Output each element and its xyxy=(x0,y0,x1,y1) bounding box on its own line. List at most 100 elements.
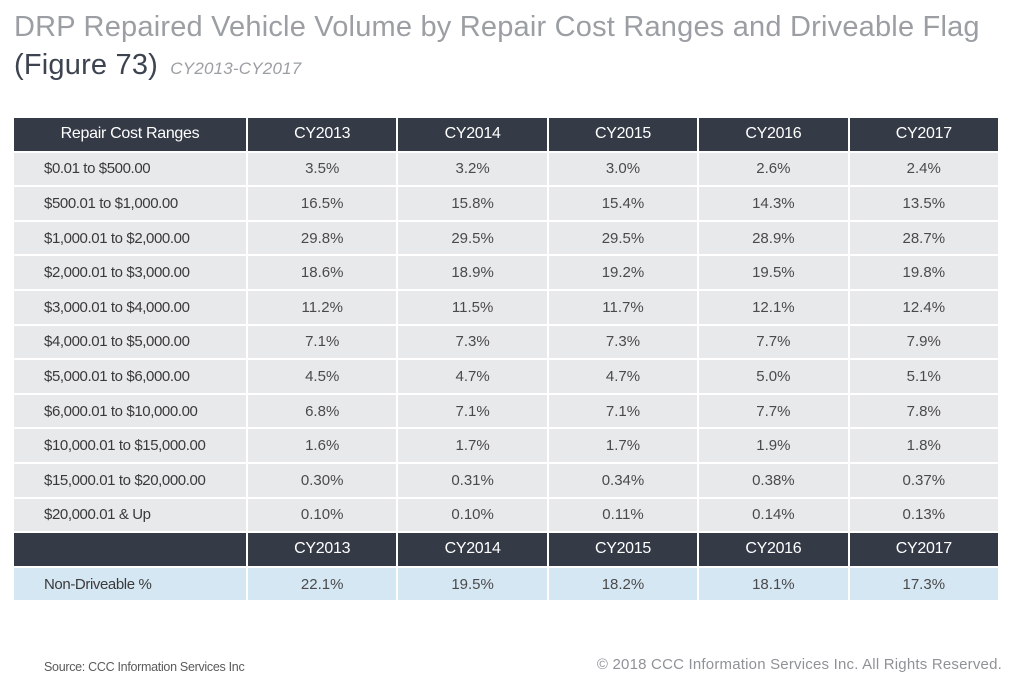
non-driveable-row: Non-Driveable % 22.1% 19.5% 18.2% 18.1% 17.3% xyxy=(14,567,998,601)
col-header: CY2013 xyxy=(248,533,397,566)
cell-value: 0.11% xyxy=(548,498,698,532)
cell-value: 7.1% xyxy=(548,394,698,428)
cell-value: 19.5% xyxy=(699,256,848,289)
cell-value: 1.7% xyxy=(548,429,698,462)
repair-cost-table: Repair Cost Ranges CY2013 CY2014 CY2015 … xyxy=(12,116,1000,602)
table-row: $6,000.01 to $10,000.00 6.8% 7.1% 7.1% 7.7% 7… xyxy=(14,394,998,428)
cell-value: 0.14% xyxy=(699,498,848,532)
cell-value: 0.37% xyxy=(849,463,998,497)
cell-value: 7.1% xyxy=(398,394,547,428)
row-label: $15,000.01 to $20,000.00 xyxy=(14,463,246,497)
cell-value: 7.3% xyxy=(398,325,547,359)
col-header xyxy=(14,533,246,566)
cell-value: 7.8% xyxy=(849,394,998,428)
table-row: $3,000.01 to $4,000.00 11.2% 11.5% 11.7% 12.… xyxy=(14,290,998,324)
row-label: $0.01 to $500.00 xyxy=(14,152,246,186)
cell-value: 11.5% xyxy=(398,290,547,324)
col-header: CY2013 xyxy=(248,118,397,151)
cell-value: 4.7% xyxy=(548,360,698,393)
cell-value: 2.4% xyxy=(849,152,998,186)
cell-value: 0.10% xyxy=(398,498,547,532)
cell-value: 11.2% xyxy=(248,290,397,324)
col-header: CY2017 xyxy=(849,533,998,566)
title-main: DRP Repaired Vehicle Volume by Repair Co… xyxy=(14,11,980,43)
source-note: Source: CCC Information Services Inc xyxy=(44,660,245,674)
table-row: $2,000.01 to $3,000.00 18.6% 18.9% 19.2% 19.… xyxy=(14,256,998,289)
cell-value: 0.30% xyxy=(248,463,397,497)
cell-value: 29.5% xyxy=(398,221,547,255)
table-body: $0.01 to $500.00 3.5% 3.2% 3.0% 2.6% 2.4% $500… xyxy=(14,152,998,601)
cell-value: 1.8% xyxy=(849,429,998,462)
row-label: $20,000.01 & Up xyxy=(14,498,246,532)
cell-value: 6.8% xyxy=(248,394,397,428)
cell-value: 4.5% xyxy=(248,360,397,393)
row-label: $2,000.01 to $3,000.00 xyxy=(14,256,246,289)
cell-value: 19.2% xyxy=(548,256,698,289)
cell-value: 15.8% xyxy=(398,187,547,220)
cell-value: 18.1% xyxy=(699,567,848,601)
cell-value: 19.5% xyxy=(398,567,547,601)
row-label: $10,000.01 to $15,000.00 xyxy=(14,429,246,462)
cell-value: 5.0% xyxy=(699,360,848,393)
cell-value: 18.9% xyxy=(398,256,547,289)
cell-value: 1.6% xyxy=(248,429,397,462)
cell-value: 0.13% xyxy=(849,498,998,532)
col-header: CY2017 xyxy=(849,118,998,151)
copyright-note: © 2018 CCC Information Services Inc. All… xyxy=(596,656,1002,673)
cell-value: 7.1% xyxy=(248,325,397,359)
cell-value: 7.7% xyxy=(699,325,848,359)
cell-value: 16.5% xyxy=(248,187,397,220)
cell-value: 29.8% xyxy=(248,221,397,255)
row-label: $4,000.01 to $5,000.00 xyxy=(14,325,246,359)
cell-value: 7.9% xyxy=(849,325,998,359)
cell-value: 0.38% xyxy=(699,463,848,497)
cell-value: 14.3% xyxy=(699,187,848,220)
col-header: CY2015 xyxy=(548,533,698,566)
header-row: Repair Cost Ranges CY2013 CY2014 CY2015 … xyxy=(14,118,998,151)
table-row: $20,000.01 & Up 0.10% 0.10% 0.11% 0.14% 0.13% xyxy=(14,498,998,532)
table-row: $10,000.01 to $15,000.00 1.6% 1.7% 1.7% 1.9%… xyxy=(14,429,998,462)
cell-value: 19.8% xyxy=(849,256,998,289)
cell-value: 18.6% xyxy=(248,256,397,289)
title-years: CY2013-CY2017 xyxy=(170,59,302,78)
col-header: CY2014 xyxy=(398,118,547,151)
table-row: $4,000.01 to $5,000.00 7.1% 7.3% 7.3% 7.7% 7.… xyxy=(14,325,998,359)
table-row: $500.01 to $1,000.00 16.5% 15.8% 15.4% 14.3%… xyxy=(14,187,998,220)
cell-value: 7.3% xyxy=(548,325,698,359)
row-label: $6,000.01 to $10,000.00 xyxy=(14,394,246,428)
cell-value: 12.4% xyxy=(849,290,998,324)
cell-value: 17.3% xyxy=(849,567,998,601)
col-header: CY2016 xyxy=(699,533,848,566)
table-row: $0.01 to $500.00 3.5% 3.2% 3.0% 2.6% 2.4% xyxy=(14,152,998,186)
cell-value: 13.5% xyxy=(849,187,998,220)
col-header: Repair Cost Ranges xyxy=(14,118,246,151)
table-row: $5,000.01 to $6,000.00 4.5% 4.7% 4.7% 5.0% 5.… xyxy=(14,360,998,393)
cell-value: 1.9% xyxy=(699,429,848,462)
cell-value: 22.1% xyxy=(248,567,397,601)
cell-value: 5.1% xyxy=(849,360,998,393)
row-label: $3,000.01 to $4,000.00 xyxy=(14,290,246,324)
chart-title: DRP Repaired Vehicle Volume by Repair Co… xyxy=(14,8,1004,88)
cell-value: 28.9% xyxy=(699,221,848,255)
subheader-row: CY2013 CY2014 CY2015 CY2016 CY2017 xyxy=(14,533,998,566)
table-row: $1,000.01 to $2,000.00 29.8% 29.5% 29.5% 28.… xyxy=(14,221,998,255)
cell-value: 15.4% xyxy=(548,187,698,220)
col-header: CY2016 xyxy=(699,118,848,151)
cell-value: 0.31% xyxy=(398,463,547,497)
cell-value: 28.7% xyxy=(849,221,998,255)
cell-value: 0.34% xyxy=(548,463,698,497)
cell-value: 1.7% xyxy=(398,429,547,462)
col-header: CY2014 xyxy=(398,533,547,566)
cell-value: 0.10% xyxy=(248,498,397,532)
cell-value: 3.2% xyxy=(398,152,547,186)
col-header: CY2015 xyxy=(548,118,698,151)
cell-value: 3.5% xyxy=(248,152,397,186)
cell-value: 18.2% xyxy=(548,567,698,601)
cell-value: 2.6% xyxy=(699,152,848,186)
row-label: $500.01 to $1,000.00 xyxy=(14,187,246,220)
table-row: $15,000.01 to $20,000.00 0.30% 0.31% 0.34% 0… xyxy=(14,463,998,497)
cell-value: 4.7% xyxy=(398,360,547,393)
row-label: Non-Driveable % xyxy=(14,567,246,601)
row-label: $5,000.01 to $6,000.00 xyxy=(14,360,246,393)
cell-value: 7.7% xyxy=(699,394,848,428)
